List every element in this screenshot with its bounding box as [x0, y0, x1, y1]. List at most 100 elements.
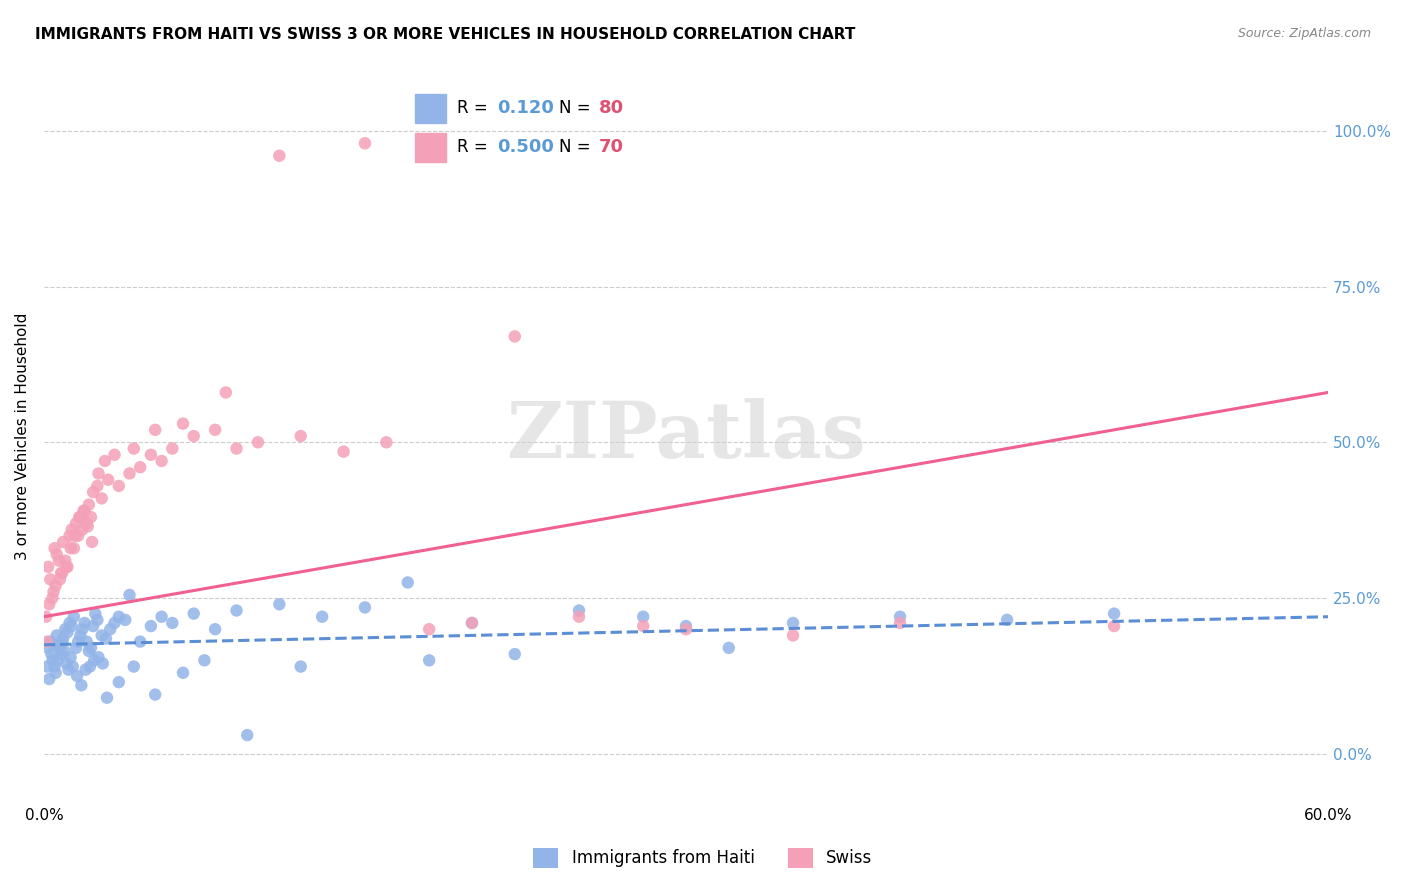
Point [44, 659, 66, 673]
Point [80, 535, 103, 549]
Point [59, 650, 82, 665]
Point [332, 444, 354, 458]
Point [49, 640, 72, 655]
Point [41, 591, 63, 605]
Point [290, 659, 312, 673]
Point [73, 504, 96, 518]
Point [98, 622, 121, 636]
Point [58, 663, 80, 677]
Point [1102, 619, 1125, 633]
Point [45, 665, 67, 680]
Point [39, 572, 62, 586]
Point [269, 597, 291, 611]
Point [129, 634, 152, 648]
Point [44, 541, 66, 556]
Point [83, 653, 105, 667]
Point [84, 607, 107, 621]
Point [62, 659, 84, 673]
Point [67, 634, 90, 648]
Point [76, 519, 98, 533]
Point [48, 554, 70, 568]
Point [63, 541, 86, 556]
Point [80, 640, 103, 655]
Point [45, 548, 67, 562]
Point [76, 516, 98, 531]
Point [375, 435, 398, 450]
Point [103, 615, 125, 630]
Point [225, 442, 247, 456]
Point [55, 560, 77, 574]
Point [118, 467, 141, 481]
Point [675, 622, 697, 636]
Point [86, 613, 108, 627]
Point [82, 485, 104, 500]
Point [51, 634, 73, 648]
Point [236, 728, 259, 742]
Point [87, 650, 110, 665]
Point [42, 584, 65, 599]
Y-axis label: 3 or more Vehicles in Household: 3 or more Vehicles in Household [15, 312, 30, 560]
Point [150, 609, 173, 624]
Point [193, 653, 215, 667]
Point [631, 609, 654, 624]
Point [183, 429, 205, 443]
Point [162, 615, 184, 630]
Point [41, 647, 63, 661]
Point [52, 535, 75, 549]
Point [107, 675, 129, 690]
Point [77, 498, 100, 512]
Point [204, 423, 226, 437]
Point [1102, 607, 1125, 621]
Point [675, 619, 697, 633]
Point [139, 448, 162, 462]
Point [503, 647, 526, 661]
Point [118, 588, 141, 602]
Point [56, 625, 79, 640]
Point [60, 619, 83, 633]
Point [782, 615, 804, 630]
Point [53, 622, 76, 636]
Point [49, 572, 72, 586]
Text: IMMIGRANTS FROM HAITI VS SWISS 3 OR MORE VEHICLES IN HOUSEHOLD CORRELATION CHART: IMMIGRANTS FROM HAITI VS SWISS 3 OR MORE… [35, 27, 855, 42]
Point [97, 473, 120, 487]
Point [889, 615, 911, 630]
Text: Source: ZipAtlas.com: Source: ZipAtlas.com [1237, 27, 1371, 40]
Point [354, 600, 377, 615]
Point [139, 619, 162, 633]
Point [122, 442, 145, 456]
Point [82, 619, 104, 633]
Point [65, 516, 87, 531]
Point [72, 523, 94, 537]
Point [631, 619, 654, 633]
Point [76, 634, 98, 648]
Point [995, 613, 1018, 627]
Point [107, 609, 129, 624]
Point [48, 638, 70, 652]
Point [39, 634, 62, 648]
Point [55, 657, 77, 671]
Point [568, 603, 591, 617]
Point [38, 672, 60, 686]
Point [45, 628, 67, 642]
Point [162, 442, 184, 456]
Point [60, 523, 83, 537]
Point [65, 640, 87, 655]
Point [56, 560, 79, 574]
Point [72, 504, 94, 518]
Point [215, 385, 238, 400]
Point [58, 529, 80, 543]
Point [63, 529, 86, 543]
Point [72, 622, 94, 636]
Text: ZIPatlas: ZIPatlas [506, 398, 866, 474]
Point [503, 329, 526, 343]
Point [204, 622, 226, 636]
Point [38, 597, 60, 611]
Point [80, 510, 103, 524]
Point [46, 653, 69, 667]
Point [225, 603, 247, 617]
Point [461, 615, 484, 630]
Point [94, 454, 117, 468]
Point [290, 429, 312, 443]
Point [568, 609, 591, 624]
Point [69, 510, 91, 524]
